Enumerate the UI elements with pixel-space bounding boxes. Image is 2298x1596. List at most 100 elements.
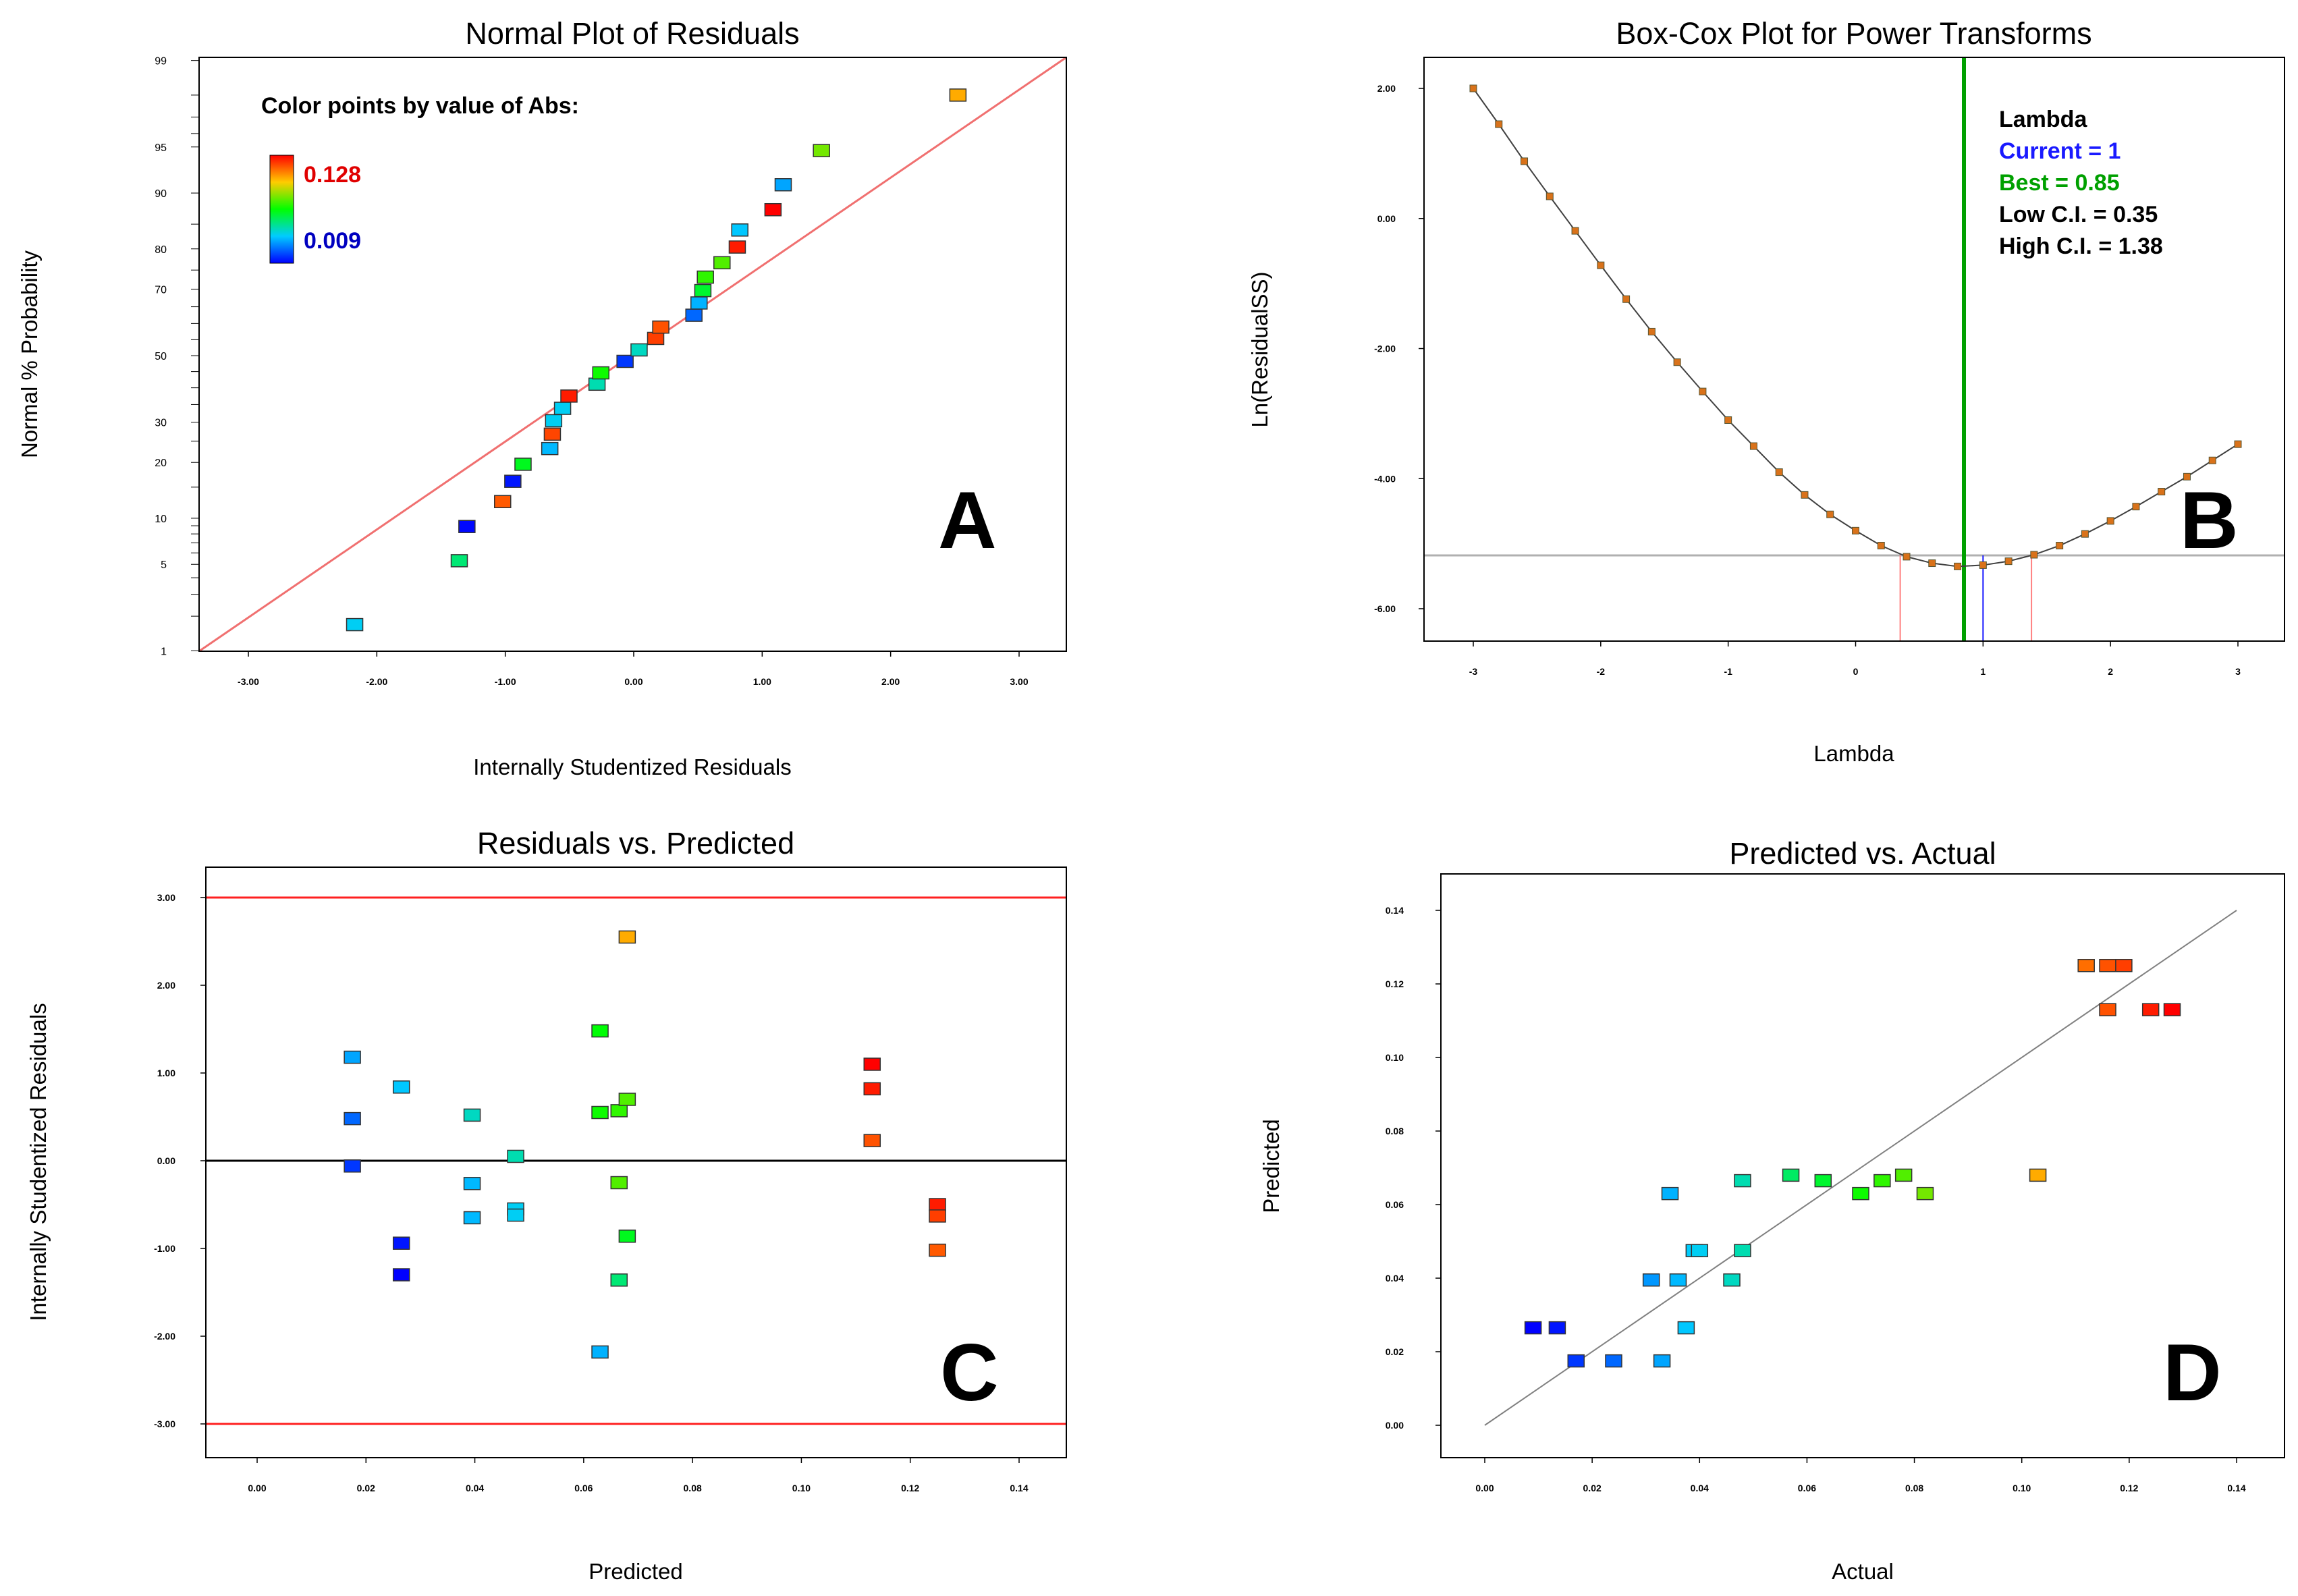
- data-point: [949, 88, 967, 102]
- plot-frame: [198, 57, 1067, 652]
- y-tick-label: 70: [155, 284, 167, 296]
- data-point: [618, 1093, 636, 1106]
- lambda-legend: Lambda Current = 1 Best = 0.85 Low C.I. …: [1999, 107, 2163, 259]
- data-points: [346, 88, 967, 632]
- y-tick-label: 30: [155, 418, 167, 429]
- x-axis-label: Predicted: [589, 1559, 682, 1584]
- legend-low-ci: Low C.I. = 0.35: [1999, 202, 2158, 227]
- data-point: [1567, 1354, 1585, 1368]
- data-point: [450, 554, 468, 568]
- y-tick-label: 95: [155, 142, 167, 154]
- legend-best: Best = 0.85: [1999, 170, 2120, 196]
- data-point: [2099, 959, 2116, 972]
- x-axis-label: Lambda: [1813, 741, 1894, 766]
- y-tick-label: 20: [155, 458, 167, 469]
- data-point: [514, 458, 532, 471]
- y-tick-label: 1.00: [157, 1068, 175, 1078]
- data-point: [545, 414, 563, 428]
- plot-frame: [1423, 57, 2285, 642]
- y-tick-label: 0.14: [1386, 905, 1404, 916]
- box-cox-curve: [1473, 88, 2239, 568]
- data-point: [774, 178, 792, 192]
- curve-marker: [1928, 559, 1936, 568]
- curve-marker: [1775, 468, 1783, 476]
- plot-frame: [1440, 873, 2285, 1458]
- x-tick-label: 2.00: [881, 676, 900, 687]
- y-axis-label: Normal % Probability: [17, 250, 42, 458]
- curve-marker: [1571, 227, 1579, 235]
- y-tick-label: 80: [155, 244, 167, 256]
- y-tick-label: 10: [155, 514, 167, 525]
- data-point: [344, 1050, 361, 1064]
- data-point: [696, 270, 714, 284]
- data-point: [2163, 1003, 2181, 1016]
- data-point: [2115, 959, 2133, 972]
- chart-title: Residuals vs. Predicted: [477, 826, 794, 860]
- x-axis-ticks: -3 -2 -1 0 1 2 3: [1469, 641, 2241, 677]
- x-tick-label: 2: [2108, 666, 2113, 677]
- x-axis-label: Actual: [1832, 1559, 1894, 1584]
- data-point: [1605, 1354, 1622, 1368]
- panel-letter-a: A: [938, 475, 997, 566]
- data-points: [344, 930, 946, 1359]
- data-point: [1873, 1174, 1891, 1188]
- y-axis-ticks: 0.14 0.12 0.10 0.08 0.06 0.04 0.02 0.00: [1386, 905, 1441, 1431]
- curve-marker: [1749, 442, 1757, 450]
- x-tick-label: 3.00: [1010, 676, 1028, 687]
- data-point: [2141, 1003, 2160, 1016]
- y-tick-label: 50: [155, 351, 167, 362]
- legend-max-value: 0.128: [304, 162, 361, 188]
- data-point: [728, 240, 746, 254]
- curve-marker: [2234, 440, 2242, 448]
- data-point: [652, 320, 669, 334]
- data-point: [713, 256, 731, 270]
- x-tick-label: -2: [1597, 666, 1606, 677]
- x-tick-label: 0.06: [1798, 1483, 1816, 1493]
- x-axis-ticks: 0.00 0.02 0.04 0.06 0.08 0.10 0.12 0.14: [248, 1458, 1029, 1493]
- data-point: [591, 1345, 609, 1359]
- data-point: [2099, 1003, 2116, 1016]
- x-tick-label: 1: [1980, 666, 1986, 677]
- data-point: [494, 495, 512, 509]
- y-tick-label: 0.06: [1386, 1199, 1404, 1210]
- panel-a-normal-plot: Normal Plot of Residuals -3.00 -2.00 -1.00…: [17, 16, 1067, 779]
- color-legend: Color points by value of Abs: 0.128 0.00…: [261, 93, 579, 264]
- data-point: [685, 308, 703, 322]
- x-tick-label: -3.00: [238, 676, 259, 687]
- x-tick-label: 0.12: [901, 1483, 919, 1493]
- x-axis-label: Internally Studentized Residuals: [473, 754, 791, 779]
- data-point: [1894, 1168, 1913, 1182]
- data-point: [463, 1177, 481, 1190]
- data-point: [731, 223, 748, 237]
- data-point: [618, 930, 636, 944]
- y-tick-label: 2.00: [1377, 83, 1396, 94]
- x-tick-label: -1.00: [495, 676, 516, 687]
- data-point: [1723, 1273, 1741, 1287]
- data-point: [346, 617, 364, 632]
- y-tick-label: 2.00: [157, 980, 175, 991]
- data-point: [392, 1236, 410, 1250]
- data-point: [616, 354, 634, 368]
- probability-minor-ticks: [191, 60, 199, 651]
- x-tick-label: -1: [1724, 666, 1732, 677]
- chart-title: Predicted vs. Actual: [1729, 836, 1996, 871]
- data-point: [1642, 1273, 1660, 1287]
- curve-marker: [2208, 456, 2216, 464]
- y-tick-label: -1.00: [154, 1243, 175, 1254]
- panel-d-predicted-vs-actual: Predicted vs. Actual 0.00 0.02 0.04 0.06 0.0…: [1259, 836, 2285, 1584]
- data-point: [1669, 1273, 1687, 1287]
- y-tick-label: 0.00: [1386, 1420, 1404, 1431]
- data-point: [813, 144, 830, 157]
- data-point: [1852, 1186, 1869, 1201]
- data-point: [507, 1208, 524, 1222]
- x-tick-label: 0.04: [1691, 1483, 1709, 1493]
- y-tick-label: 0.08: [1386, 1126, 1404, 1136]
- data-point: [690, 296, 708, 310]
- legend-min-value: 0.009: [304, 228, 361, 254]
- legend-current: Current = 1: [1999, 138, 2121, 164]
- data-point: [560, 389, 578, 403]
- y-axis-label: Ln(ResidualSS): [1247, 271, 1272, 427]
- data-point: [1814, 1174, 1832, 1188]
- curve-marker: [1954, 562, 1962, 570]
